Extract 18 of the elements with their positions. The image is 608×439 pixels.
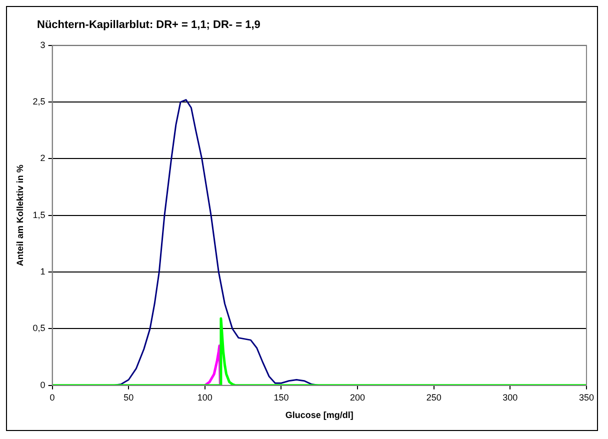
chart-title: Nüchtern-Kapillarblut: DR+ = 1,1; DR- = 1,9 (37, 19, 260, 31)
y-tick-label: 2 (40, 153, 46, 164)
y-tick-label: 1,5 (32, 210, 46, 220)
y-tick-label: 2,5 (32, 96, 46, 107)
y-tick-label: 1 (40, 266, 46, 277)
y-tick-label: 3 (40, 40, 46, 50)
x-axis-title: Glucose [mg/dl] (285, 410, 354, 420)
x-tick-label: 200 (350, 392, 366, 402)
x-tick-label: 150 (274, 392, 289, 402)
y-axis-title: Anteil am Kollektiv in % (14, 164, 25, 266)
y-tick-label: 0 (40, 380, 46, 390)
x-tick-label: 50 (124, 392, 134, 402)
y-tick-label: 0,5 (32, 323, 46, 334)
x-tick-label: 250 (426, 392, 442, 402)
x-tick-label: 300 (502, 392, 518, 402)
x-tick-label: 0 (50, 392, 55, 402)
x-tick-label: 100 (197, 392, 212, 402)
x-tick-label: 350 (578, 392, 594, 402)
